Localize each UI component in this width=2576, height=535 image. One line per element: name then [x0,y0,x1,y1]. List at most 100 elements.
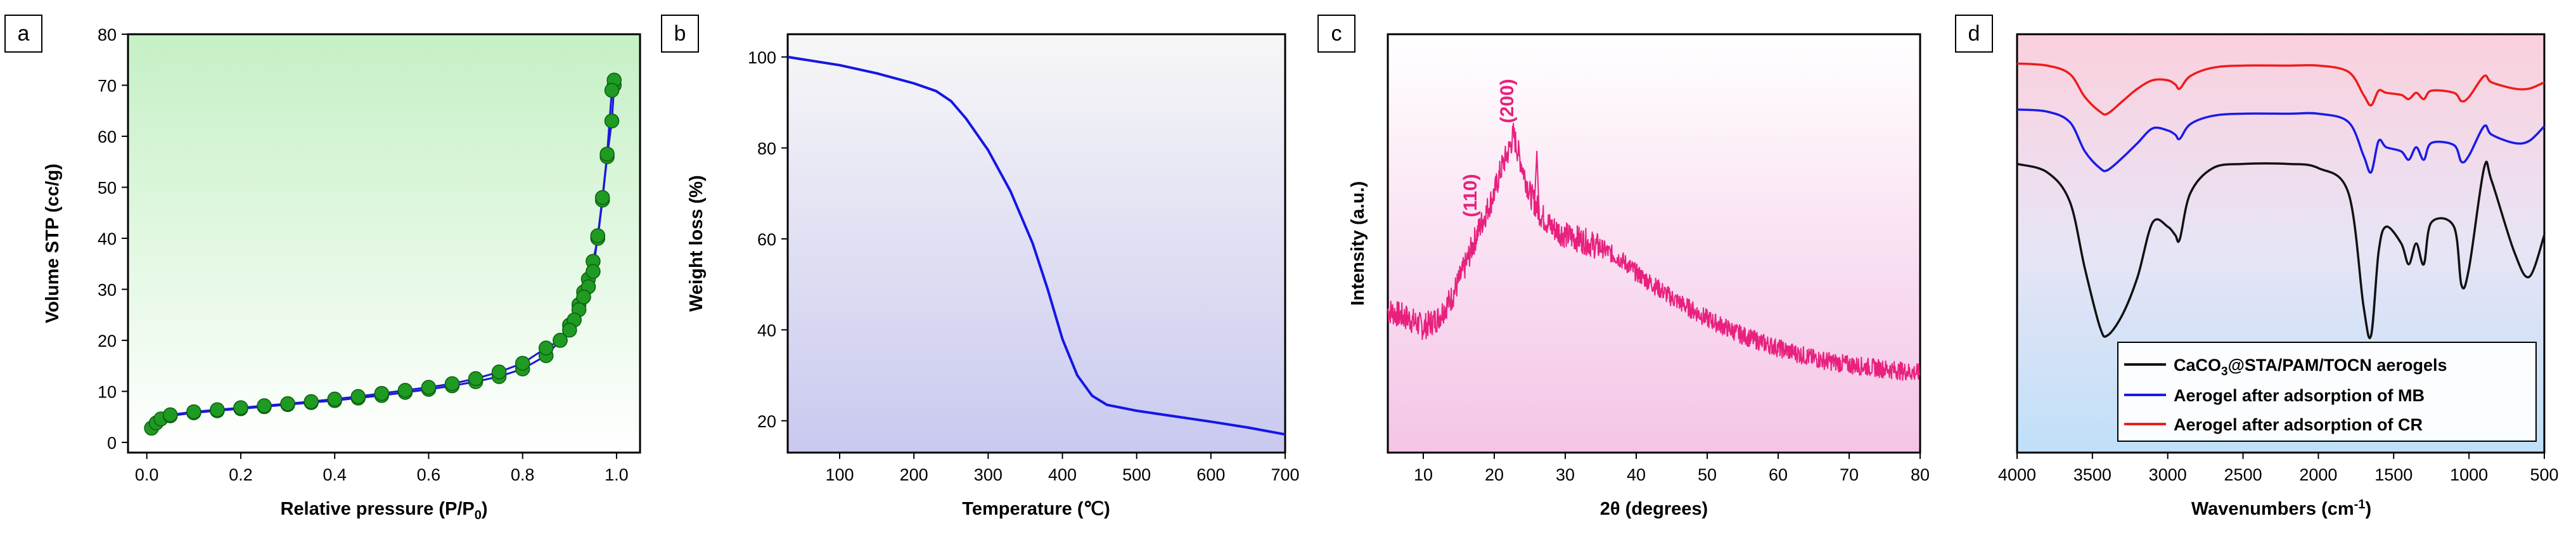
panel-b-series [787,55,1286,436]
panel-b-background [788,34,1285,453]
panel-a-desorption-point [350,389,366,404]
panel-b-xtick-label: 500 [1122,465,1151,484]
panel-d-frame [2016,33,2546,454]
panel-a-desorption-point [327,391,342,407]
panel-c-xtick-label: 30 [1556,465,1575,484]
panel-b-xtick-label: 200 [900,465,928,484]
panel-d-xtick-label: 500 [2530,465,2558,484]
panel-a-ytick-label: 10 [98,382,117,401]
panel-c-series [1387,122,1921,381]
panel-c-xrd-line [1387,122,1921,381]
panel-d-xtick-label: 2500 [2224,465,2262,484]
panel-a: a 0.0 0.2 0.4 0.6 0.8 1.0 0 10 20 30 40 50 60 70 80 R… [4,15,641,522]
panel-a-desorption-point [421,380,437,395]
panel-d-legend: CaCO3@STA/PAM/TOCN aerogels Aerogel afte… [2117,342,2537,442]
panel-c-annotations: (110) (200) [1460,79,1518,217]
panel-a-ytick-label: 60 [98,127,117,146]
panel-b-ytick-label: 100 [748,48,776,67]
panel-d-xtick-label: 3500 [2073,465,2111,484]
legend-label-red: Aerogel after adsorption of CR [2174,415,2423,434]
panel-a-desorption-point [304,394,319,409]
panel-a-desorption-point [210,402,225,418]
panel-d-ftir-red-line [2016,62,2545,116]
panel-a-desorption-point [162,407,178,423]
panel-c-xtick-label: 70 [1840,465,1859,484]
panel-d-label-box [1955,15,1993,53]
panel-c-annotation: (110) [1460,174,1481,217]
panel-b-ytick-label: 20 [757,412,776,431]
panel-c-xtick-label: 60 [1769,465,1788,484]
panel-a-desorption-point [444,376,460,392]
panel-c-xtick-label: 20 [1485,465,1504,484]
panel-a-xlabel: Relative pressure (P/P0) [280,499,487,522]
panel-a-xtick-label: 0.0 [135,465,159,484]
panel-c-xtick-label: 80 [1911,465,1930,484]
panel-c-xtick-label: 40 [1627,465,1646,484]
panel-a-desorption-point [468,371,484,387]
panel-b-ylabel: Weight loss (%) [686,175,707,311]
panel-a-desorption-point [590,228,606,243]
panel-b-xtick-label: 600 [1196,465,1225,484]
panel-a-desorption-point [257,398,272,413]
panel-a-desorption-point [599,146,615,162]
panel-a-y-ticks: 0 10 20 30 40 50 60 70 80 [98,25,128,453]
panel-d-xtick-label: 3000 [2149,465,2187,484]
panel-a-label-box [4,15,42,53]
panel-c-x-ticks: 10 20 30 40 50 60 70 80 [1414,453,1930,484]
panel-a-frame [127,33,641,454]
panel-d-xtick-label: 2000 [2299,465,2337,484]
panel-c-xtick-label: 50 [1698,465,1717,484]
panel-a-desorption-point [397,383,413,398]
panel-a-desorption-point [515,356,530,371]
panel-a-desorption-point [562,323,577,338]
panel-b-tga-line [787,55,1286,436]
panel-a-desorption-point [280,396,295,411]
panel-d-xtick-label: 1500 [2374,465,2413,484]
panel-b-ytick-label: 40 [757,321,776,340]
panel-a-desorption-point [594,190,610,205]
panel-c-label: c [1331,22,1342,46]
panel-a-desorption-point [538,340,554,356]
panel-a-series [144,72,622,436]
panel-d-xlabel: Wavenumbers (cm-1) [2191,498,2371,519]
panel-a-desorption-point [233,400,248,415]
panel-c: c 10 20 30 40 50 60 70 80 (110) (200) 2θ (degree… [1317,15,1930,519]
panel-a-ytick-label: 20 [98,332,117,351]
panel-a-x-ticks: 0.0 0.2 0.4 0.6 0.8 1.0 [135,453,629,484]
panel-a-desorption-point [186,404,202,420]
panel-a-xtick-label: 0.6 [417,465,441,484]
panel-a-ylabel: Volume STP (cc/g) [42,164,63,323]
panel-a-desorption-point [374,385,390,401]
panel-a-desorption-point [553,333,568,348]
panel-b-xtick-label: 300 [974,465,1003,484]
panel-b-label-box [661,15,699,53]
panel-c-frame [1387,33,1921,454]
panel-d-series [2016,62,2546,340]
panel-a-xtick-label: 1.0 [605,465,629,484]
panel-a-xtick-label: 0.2 [229,465,253,484]
panel-d-xtick-label: 4000 [1998,465,2036,484]
panel-b-x-ticks: 100 200 300 400 500 600 700 [825,453,1300,484]
panel-d-ftir-black-line [2016,160,2546,340]
panel-b-xtick-label: 700 [1271,465,1299,484]
panel-a-ytick-label: 50 [98,178,117,197]
panel-b-y-ticks: 20 40 60 80 100 [748,48,788,431]
panel-b-xtick-label: 100 [825,465,854,484]
panel-a-label: a [18,22,30,46]
panel-c-xtick-label: 10 [1414,465,1433,484]
panel-b-xlabel: Temperature (℃) [962,499,1110,519]
panel-b-ytick-label: 80 [757,139,776,158]
panel-c-background [1388,34,1920,453]
legend-label-blue: Aerogel after adsorption of MB [2174,386,2425,405]
panel-b-label: b [674,22,686,46]
panel-d-label: d [1968,22,1980,46]
panel-b-xtick-label: 400 [1048,465,1077,484]
panel-c-xrd-spike [1533,150,1540,214]
panel-d: d 4000 3500 3000 2500 2000 1500 1000 500 CaCO3@… [1955,15,2559,519]
panel-d-xtick-label: 1000 [2450,465,2488,484]
panel-a-xtick-label: 0.8 [511,465,535,484]
panel-a-background [128,34,640,453]
panel-c-label-box [1317,15,1355,53]
panel-a-desorption-point [586,264,601,280]
